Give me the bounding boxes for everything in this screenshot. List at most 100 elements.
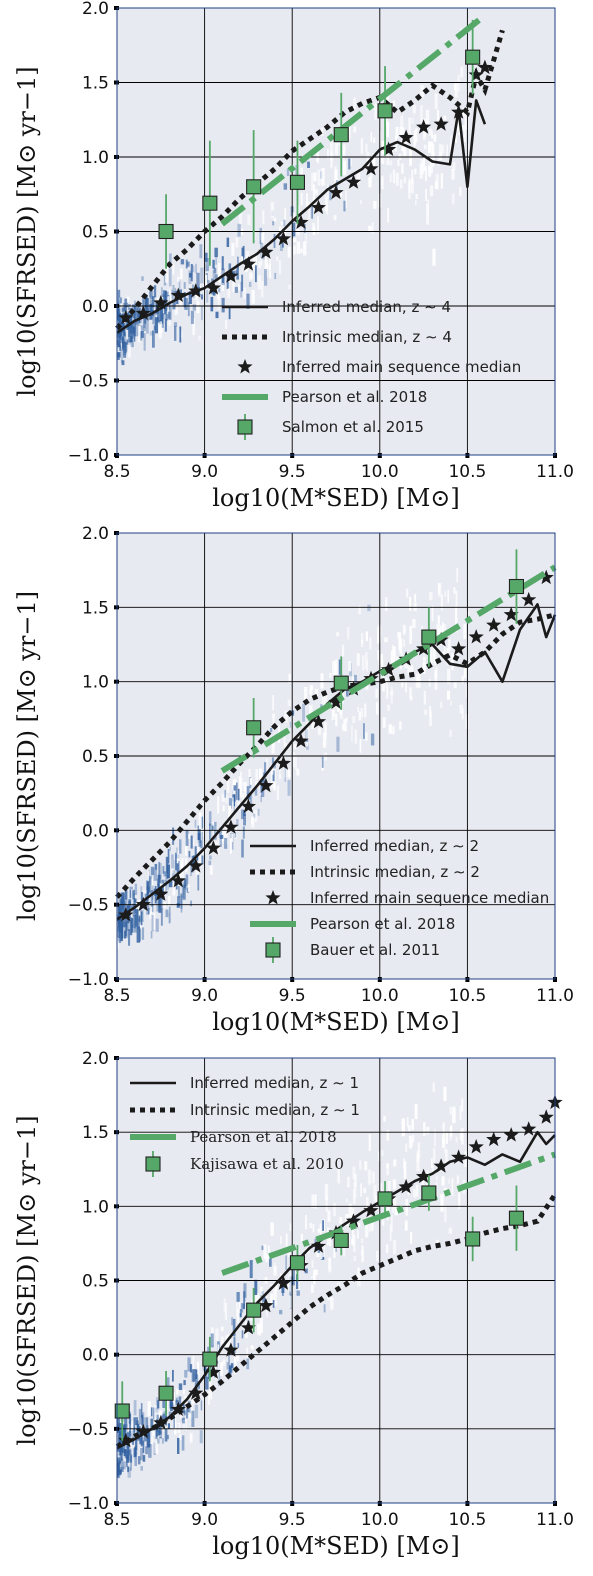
density-dash (149, 331, 153, 336)
density-dash (312, 184, 316, 198)
density-dash (254, 1279, 258, 1295)
density-dash (334, 659, 338, 677)
density-dash (321, 127, 324, 136)
star-marker (521, 591, 537, 607)
density-dash (308, 205, 312, 220)
density-dash (295, 756, 297, 770)
density-dash (208, 1386, 213, 1400)
density-dash (265, 1253, 269, 1263)
density-dash (218, 1371, 221, 1386)
y-axis-label: log10(SFRSED) [M⊙ yr−1] (13, 591, 41, 921)
density-dash (172, 285, 175, 296)
density-dash (229, 1365, 232, 1376)
y-tick-label: 0.5 (82, 1272, 109, 1292)
density-dash (415, 200, 417, 206)
density-dash (450, 1125, 453, 1137)
density-dash (210, 865, 213, 875)
density-dash (444, 591, 446, 597)
density-dash (159, 1431, 163, 1439)
density-dash (214, 247, 218, 258)
density-dash (419, 163, 423, 179)
density-dash (321, 167, 325, 186)
density-dash (350, 680, 353, 685)
density-dash (320, 704, 323, 709)
star-marker (275, 230, 291, 246)
density-dash (270, 1293, 274, 1304)
density-dash (389, 691, 394, 696)
density-dash (374, 103, 377, 120)
density-dash (224, 837, 228, 849)
density-dash (391, 1201, 394, 1213)
star-marker (345, 174, 362, 189)
density-dash (182, 884, 186, 900)
density-dash (273, 774, 276, 791)
density-dash (134, 300, 136, 309)
density-dash (257, 808, 260, 816)
tick-labels: 8.5 9.0 9.5 10.0 10.5 11.0 −1.0 −0.5 0.0 0.5 1.0 1.… (68, 1049, 574, 1530)
star-marker (170, 872, 186, 888)
density-dash (360, 199, 362, 205)
density-dash (439, 152, 442, 161)
intrinsic-median-line (115, 1193, 558, 1449)
density-dash (283, 219, 286, 230)
density-dash (142, 296, 144, 313)
density-dash (224, 1302, 227, 1320)
density-dash (461, 675, 464, 684)
density-dash (180, 259, 185, 265)
density-dash (236, 1292, 240, 1302)
density-dash (403, 176, 406, 184)
density-dash (266, 758, 268, 772)
density-dash (150, 1418, 154, 1431)
density-dash (154, 317, 158, 334)
density-dash (429, 128, 433, 136)
density-dash (221, 256, 224, 271)
density-dash (370, 132, 372, 142)
density-dash (304, 1268, 308, 1274)
density-dash (249, 778, 252, 785)
density-dash (196, 300, 200, 314)
x-tick-label: 10.0 (361, 1510, 399, 1530)
density-dash (446, 144, 448, 158)
density-dash (270, 728, 273, 733)
density-dash (130, 1421, 134, 1438)
density-dash (364, 1161, 368, 1171)
density-dash (194, 819, 197, 828)
density-dash (386, 686, 389, 699)
density-dash (129, 324, 132, 333)
density-dash (160, 896, 163, 910)
density-dash (284, 710, 288, 723)
density-dash (122, 339, 125, 344)
density-dash (393, 1159, 397, 1167)
density-dash (276, 256, 279, 262)
density-dash (118, 340, 121, 349)
x-tick-label: 8.5 (103, 986, 130, 1006)
density-dash (150, 890, 154, 907)
density-dash (173, 293, 176, 302)
density-dash (175, 883, 178, 890)
density-dash (423, 656, 426, 674)
density-dash (251, 290, 255, 304)
density-dash (212, 270, 215, 279)
density-dash (285, 1233, 288, 1251)
density-dash (389, 160, 393, 166)
density-dash (413, 134, 416, 148)
density-dash (148, 1444, 152, 1458)
density-dash (240, 1303, 244, 1313)
density-dash (221, 278, 224, 292)
density-dash (135, 1432, 138, 1451)
square-marker (508, 578, 525, 595)
density-dash (342, 160, 347, 176)
density-dash (334, 169, 338, 182)
density-dash (251, 1299, 254, 1306)
density-dash (148, 877, 151, 893)
density-dash (420, 85, 424, 99)
density-dash (367, 604, 371, 612)
star-marker (521, 1121, 537, 1136)
density-dash (192, 318, 195, 335)
legend: Inferred median, z ∼ 4 Intrinsic median, … (222, 298, 521, 440)
density-dash (229, 838, 232, 854)
density-dash (210, 296, 214, 312)
density-dash (423, 1122, 426, 1136)
density-dash (147, 870, 150, 882)
density-dash (163, 871, 167, 877)
